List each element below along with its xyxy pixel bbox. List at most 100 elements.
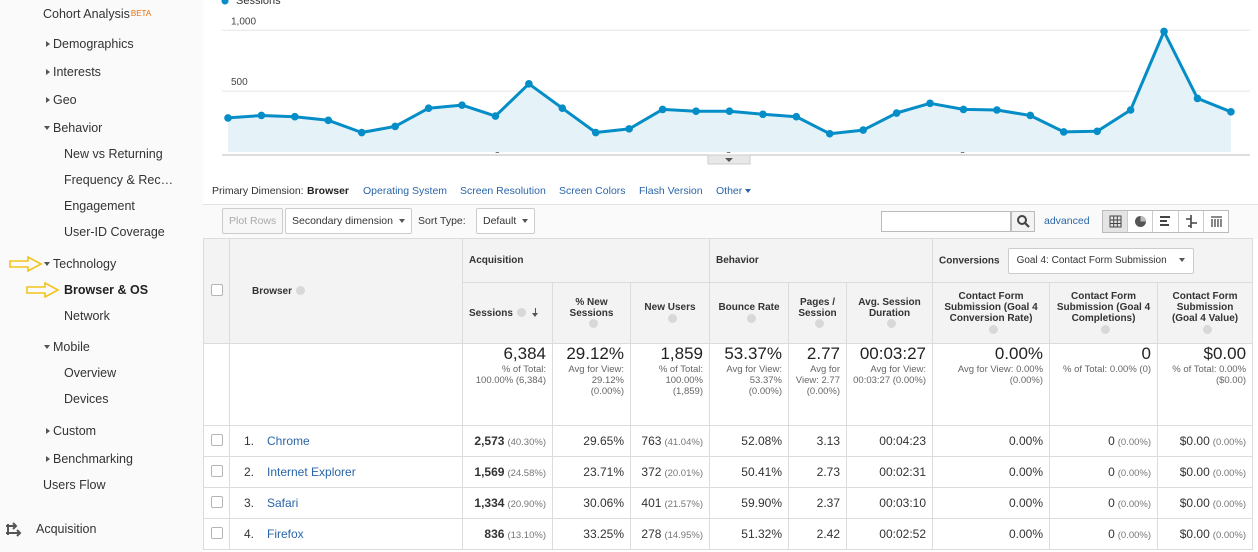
nav-item[interactable]: Overview	[64, 366, 117, 380]
point[interactable]	[625, 125, 633, 133]
point[interactable]	[458, 101, 466, 109]
point[interactable]	[692, 107, 700, 116]
nav-item[interactable]: User-ID Coverage	[64, 225, 165, 239]
point[interactable]	[1126, 106, 1135, 114]
advanced-link[interactable]: advanced	[1044, 215, 1090, 227]
nav-item[interactable]: Benchmarking	[53, 452, 133, 466]
nav-item[interactable]: Interests	[53, 65, 101, 79]
point[interactable]	[424, 104, 433, 112]
point[interactable]	[792, 112, 801, 121]
dimension-option[interactable]: Screen Resolution	[460, 185, 546, 197]
point[interactable]	[224, 114, 232, 122]
point[interactable]	[591, 128, 600, 137]
column-header[interactable]: Pages / Session	[788, 282, 847, 344]
point[interactable]	[658, 105, 667, 114]
point[interactable]	[391, 122, 399, 131]
dimension-option[interactable]: Operating System	[363, 185, 448, 197]
help-icon[interactable]	[815, 319, 824, 329]
column-header[interactable]: % New Sessions	[552, 282, 631, 344]
point[interactable]	[1227, 108, 1235, 116]
point[interactable]	[1059, 128, 1068, 136]
value-cell: 2.37	[788, 487, 847, 519]
column-header[interactable]: Contact Form Submission (Goal 4 Completi…	[1049, 282, 1159, 344]
point[interactable]	[525, 80, 533, 88]
nav-item[interactable]: Technology	[53, 257, 117, 271]
point[interactable]	[357, 128, 366, 137]
nav-item[interactable]: Geo	[53, 93, 77, 107]
help-icon[interactable]	[589, 319, 598, 329]
point[interactable]	[759, 110, 767, 119]
help-icon[interactable]	[746, 313, 756, 323]
expand-arrow	[46, 428, 50, 434]
search-input[interactable]	[881, 211, 1011, 232]
point[interactable]	[324, 116, 333, 125]
help-icon[interactable]	[1202, 324, 1212, 334]
help-icon[interactable]	[667, 313, 677, 323]
compare-view-button[interactable]	[1179, 211, 1204, 232]
column-header[interactable]: Sessions	[462, 282, 553, 344]
point[interactable]	[993, 106, 1001, 114]
cell-value: 00:02:31	[879, 465, 927, 479]
point[interactable]	[926, 99, 934, 108]
point[interactable]	[1093, 127, 1101, 136]
table-view-button[interactable]	[1103, 211, 1129, 232]
point[interactable]	[1193, 94, 1202, 103]
dimension-option[interactable]: Flash Version	[639, 185, 703, 197]
nav-item[interactable]: Behavior	[53, 121, 103, 135]
total-value: 1,859	[660, 344, 703, 364]
browser-link[interactable]: Internet Explorer	[267, 465, 356, 479]
point[interactable]	[959, 105, 968, 114]
sort-type-select[interactable]: Default	[476, 208, 535, 234]
nav-item[interactable]: New vs Returning	[64, 147, 163, 161]
browser-link[interactable]: Firefox	[267, 527, 304, 541]
checkbox[interactable]	[210, 495, 223, 508]
nav-item[interactable]: Cohort AnalysisBETA	[43, 6, 151, 22]
help-icon[interactable]	[1101, 324, 1111, 334]
point[interactable]	[491, 112, 500, 120]
nav-item[interactable]: Frequency & Rec…	[64, 173, 174, 187]
secondary-dimension-select[interactable]: Secondary dimension	[285, 208, 412, 234]
pie-view-button[interactable]	[1128, 211, 1154, 232]
point[interactable]	[825, 129, 834, 138]
point[interactable]	[892, 109, 901, 117]
nav-item-active[interactable]: Browser & OS	[64, 283, 149, 297]
dimension-option[interactable]: Screen Colors	[559, 185, 626, 197]
search-button[interactable]	[1011, 211, 1035, 232]
point[interactable]	[1160, 27, 1168, 36]
browser-link[interactable]: Chrome	[267, 434, 310, 448]
point[interactable]	[291, 112, 299, 121]
column-header[interactable]: Bounce Rate	[709, 282, 789, 344]
help-icon[interactable]	[296, 286, 306, 296]
column-header[interactable]: Contact Form Submission (Goal 4 Conversi…	[932, 282, 1051, 344]
total-value: 0.00%	[994, 344, 1044, 364]
checkbox[interactable]	[210, 433, 223, 446]
point[interactable]	[257, 111, 266, 120]
bar-view-button[interactable]	[1153, 211, 1179, 232]
checkbox[interactable]	[210, 283, 223, 296]
nav-item[interactable]: Mobile	[53, 340, 90, 354]
nav-item[interactable]: Demographics	[53, 37, 134, 51]
browser-link[interactable]: Safari	[267, 496, 299, 510]
help-icon[interactable]	[988, 324, 998, 334]
nav-item[interactable]: Users Flow	[43, 478, 106, 492]
nav-item[interactable]: Custom	[53, 424, 97, 438]
pivot-view-button[interactable]	[1204, 211, 1228, 232]
column-header[interactable]: New Users	[630, 282, 710, 344]
point[interactable]	[558, 104, 567, 112]
point[interactable]	[725, 107, 734, 116]
nav-item[interactable]: Devices	[64, 392, 109, 406]
column-header[interactable]: Avg. Session Duration	[845, 282, 934, 344]
checkbox[interactable]	[210, 464, 223, 477]
nav-item[interactable]: Network	[64, 309, 110, 323]
point[interactable]	[859, 126, 867, 134]
nav-item[interactable]: Engagement	[64, 199, 135, 213]
plot-rows-button[interactable]: Plot Rows	[222, 208, 284, 234]
help-icon[interactable]	[887, 319, 896, 329]
goal-select[interactable]: Goal 4: Contact Form Submission	[1007, 247, 1194, 274]
dimension-option[interactable]: Other	[716, 184, 752, 198]
nav-section[interactable]: Acquisition	[36, 522, 97, 536]
help-icon[interactable]	[516, 308, 526, 318]
checkbox[interactable]	[210, 526, 223, 539]
column-header[interactable]: Contact Form Submission (Goal 4 Value)	[1157, 282, 1254, 344]
point[interactable]	[1026, 111, 1035, 120]
